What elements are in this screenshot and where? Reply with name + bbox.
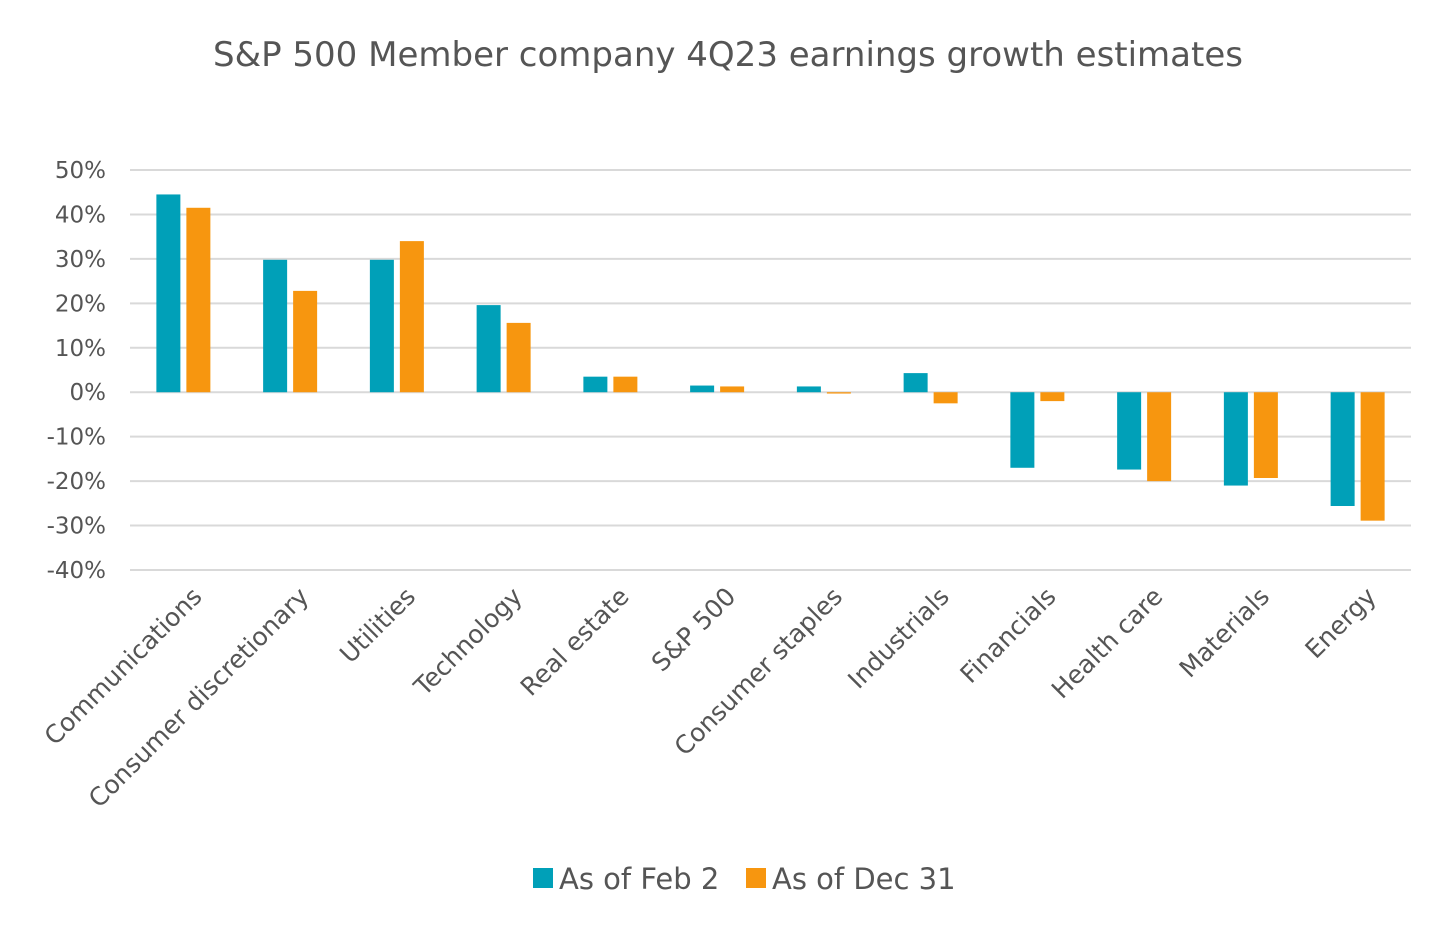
bar-as-of-dec-31-sandp-500: [720, 386, 745, 393]
category-label-utilities: Utilities: [334, 582, 421, 669]
bar-group-communications: [156, 194, 211, 393]
bar-as-of-dec-31-communications: [186, 207, 211, 393]
bar-group-utilities: [369, 241, 424, 393]
bar-as-of-dec-31-consumer-discretionary: [293, 290, 318, 393]
y-tick-label: -10%: [47, 425, 106, 451]
category-label-real-estate: Real estate: [515, 582, 635, 702]
y-tick-label: 10%: [55, 336, 106, 362]
legend-item-as-of-feb-2: As of Feb 2: [533, 862, 719, 896]
bar-as-of-dec-31-industrials: [933, 392, 958, 404]
bar-group-sandp-500: [690, 385, 745, 393]
y-tick-label: -30%: [47, 514, 106, 540]
category-label-consumer-discretionary: Consumer discretionary: [83, 582, 315, 814]
bar-as-of-feb-2-real-estate: [583, 376, 608, 393]
bar-group-energy: [1330, 392, 1385, 521]
category-label-financials: Financials: [954, 582, 1061, 689]
chart-title: S&P 500 Member company 4Q23 earnings gro…: [213, 35, 1243, 75]
bar-as-of-feb-2-materials: [1223, 392, 1248, 486]
bar-as-of-feb-2-energy: [1330, 392, 1355, 506]
y-tick-label: 0%: [70, 380, 107, 406]
category-label-energy: Energy: [1299, 582, 1382, 665]
bar-as-of-dec-31-utilities: [399, 241, 424, 393]
category-label-technology: Technology: [408, 582, 528, 702]
bar-as-of-feb-2-utilities: [369, 259, 394, 393]
legend-label: As of Feb 2: [559, 862, 719, 896]
y-tick-label: 50%: [55, 158, 106, 184]
bar-as-of-feb-2-financials: [1010, 392, 1035, 468]
bar-as-of-feb-2-consumer-staples: [796, 386, 821, 393]
gridlines: [130, 169, 1411, 571]
bar-group-financials: [1010, 392, 1065, 468]
bar-as-of-dec-31-energy: [1360, 392, 1385, 521]
y-tick-label: 20%: [55, 291, 106, 317]
bar-as-of-feb-2-communications: [156, 194, 181, 393]
category-label-industrials: Industrials: [842, 582, 955, 695]
y-tick-label: 30%: [55, 247, 106, 273]
legend-swatch: [533, 868, 553, 888]
bar-as-of-feb-2-industrials: [903, 373, 928, 393]
y-axis-ticks: 50% 40% 30% 20% 10% 0% -10% -20% -30% -40%: [47, 158, 106, 584]
bar-group-technology: [476, 305, 531, 393]
bar-as-of-feb-2-technology: [476, 305, 501, 393]
bar-as-of-feb-2-health-care: [1117, 392, 1142, 470]
category-label-materials: Materials: [1174, 582, 1276, 684]
bar-as-of-feb-2-sandp-500: [690, 385, 715, 393]
bar-group-health-care: [1117, 392, 1172, 482]
category-label-health-care: Health care: [1046, 582, 1168, 704]
legend-item-as-of-dec-31: As of Dec 31: [746, 862, 956, 896]
legend-label: As of Dec 31: [772, 862, 956, 896]
bar-group-consumer-staples: [796, 386, 851, 394]
bar-as-of-dec-31-real-estate: [613, 376, 638, 393]
bar-group-consumer-discretionary: [263, 259, 318, 393]
bars: [156, 194, 1385, 521]
y-tick-label: 40%: [55, 202, 106, 228]
bar-as-of-dec-31-financials: [1040, 392, 1065, 402]
bar-group-real-estate: [583, 376, 638, 393]
bar-as-of-dec-31-technology: [506, 322, 531, 393]
bar-as-of-dec-31-health-care: [1147, 392, 1172, 482]
category-label-sandp-500: S&P 500: [646, 582, 742, 678]
bar-as-of-dec-31-materials: [1253, 392, 1278, 478]
bar-group-industrials: [903, 373, 958, 404]
y-tick-label: -20%: [47, 469, 106, 495]
bar-group-materials: [1223, 392, 1278, 486]
legend-swatch: [746, 868, 766, 888]
bar-as-of-dec-31-consumer-staples: [826, 392, 851, 394]
y-tick-label: -40%: [47, 558, 106, 584]
bar-as-of-feb-2-consumer-discretionary: [263, 259, 288, 393]
legend: As of Feb 2 As of Dec 31: [533, 862, 956, 896]
